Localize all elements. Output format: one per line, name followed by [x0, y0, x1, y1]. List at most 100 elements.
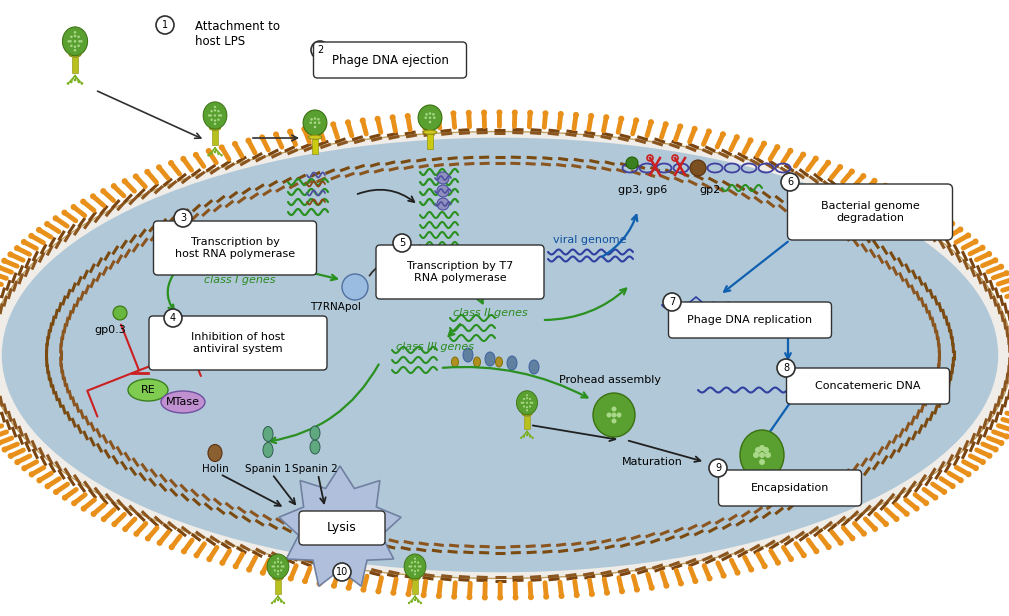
Circle shape	[318, 121, 321, 124]
Text: Attachment to
host LPS: Attachment to host LPS	[195, 20, 281, 48]
Text: Transcription by T7
RNA polymerase: Transcription by T7 RNA polymerase	[407, 261, 514, 283]
Ellipse shape	[451, 357, 458, 367]
Circle shape	[276, 599, 279, 601]
Circle shape	[663, 293, 681, 311]
Circle shape	[720, 131, 725, 137]
Ellipse shape	[30, 150, 970, 560]
Circle shape	[543, 594, 549, 600]
Circle shape	[36, 477, 42, 484]
Circle shape	[417, 569, 419, 572]
Circle shape	[219, 560, 225, 565]
Circle shape	[520, 437, 523, 439]
Circle shape	[429, 112, 431, 115]
Circle shape	[283, 602, 286, 604]
FancyArrowPatch shape	[629, 440, 700, 462]
Circle shape	[68, 40, 70, 43]
Circle shape	[903, 193, 909, 199]
Circle shape	[410, 565, 413, 567]
Circle shape	[999, 440, 1004, 446]
Circle shape	[825, 544, 831, 550]
Circle shape	[317, 118, 320, 121]
Circle shape	[451, 594, 457, 600]
Circle shape	[417, 601, 420, 603]
Circle shape	[311, 41, 329, 59]
Circle shape	[62, 209, 68, 216]
Circle shape	[801, 552, 807, 558]
Circle shape	[276, 557, 279, 560]
Circle shape	[214, 123, 216, 125]
Circle shape	[425, 116, 427, 119]
Circle shape	[558, 111, 564, 117]
Circle shape	[74, 79, 77, 81]
Circle shape	[526, 409, 528, 411]
Circle shape	[940, 215, 946, 221]
Circle shape	[861, 531, 867, 537]
Circle shape	[144, 169, 150, 175]
Circle shape	[634, 586, 640, 593]
Circle shape	[211, 110, 213, 112]
Circle shape	[21, 239, 27, 245]
Circle shape	[526, 402, 528, 404]
Circle shape	[409, 565, 411, 567]
Circle shape	[706, 129, 712, 134]
Circle shape	[74, 40, 77, 43]
Circle shape	[543, 110, 549, 116]
Circle shape	[526, 397, 528, 399]
FancyBboxPatch shape	[314, 42, 466, 78]
Circle shape	[206, 148, 212, 154]
Ellipse shape	[267, 554, 289, 579]
Circle shape	[214, 151, 216, 153]
Circle shape	[616, 413, 622, 418]
FancyBboxPatch shape	[153, 221, 317, 275]
Circle shape	[259, 134, 265, 140]
Circle shape	[529, 405, 531, 408]
FancyArrowPatch shape	[369, 257, 396, 276]
Circle shape	[763, 447, 769, 453]
Circle shape	[220, 154, 223, 156]
Circle shape	[156, 540, 162, 546]
Circle shape	[678, 580, 684, 586]
Circle shape	[825, 160, 831, 166]
Circle shape	[414, 599, 416, 601]
Ellipse shape	[210, 126, 221, 131]
Circle shape	[528, 594, 534, 600]
Bar	[72, 57, 78, 73]
Circle shape	[513, 594, 519, 601]
FancyArrowPatch shape	[222, 476, 281, 506]
Circle shape	[532, 437, 534, 439]
FancyArrowPatch shape	[98, 91, 201, 139]
Circle shape	[749, 567, 754, 572]
Circle shape	[70, 81, 73, 83]
Circle shape	[417, 561, 419, 564]
Polygon shape	[278, 466, 401, 586]
Circle shape	[28, 471, 34, 477]
Circle shape	[311, 118, 313, 121]
Circle shape	[145, 535, 151, 541]
Circle shape	[932, 495, 938, 501]
Ellipse shape	[404, 554, 426, 579]
Ellipse shape	[529, 360, 539, 374]
Circle shape	[78, 36, 80, 38]
Circle shape	[345, 120, 351, 125]
Circle shape	[273, 573, 279, 578]
Circle shape	[0, 264, 1, 270]
Circle shape	[777, 359, 795, 377]
Circle shape	[648, 119, 654, 125]
Text: 6: 6	[787, 177, 793, 187]
Bar	[525, 416, 530, 429]
Circle shape	[788, 556, 794, 562]
Text: 10: 10	[336, 567, 348, 577]
FancyArrowPatch shape	[602, 215, 638, 257]
Ellipse shape	[495, 357, 502, 367]
Circle shape	[206, 556, 212, 562]
FancyArrowPatch shape	[477, 297, 482, 303]
Circle shape	[281, 569, 283, 572]
Circle shape	[526, 434, 528, 436]
FancyArrowPatch shape	[167, 270, 177, 310]
Circle shape	[79, 40, 81, 43]
Circle shape	[433, 116, 436, 119]
Circle shape	[62, 495, 68, 501]
Bar	[212, 130, 218, 145]
Text: Concatemeric DNA: Concatemeric DNA	[815, 381, 921, 391]
Circle shape	[759, 445, 765, 451]
